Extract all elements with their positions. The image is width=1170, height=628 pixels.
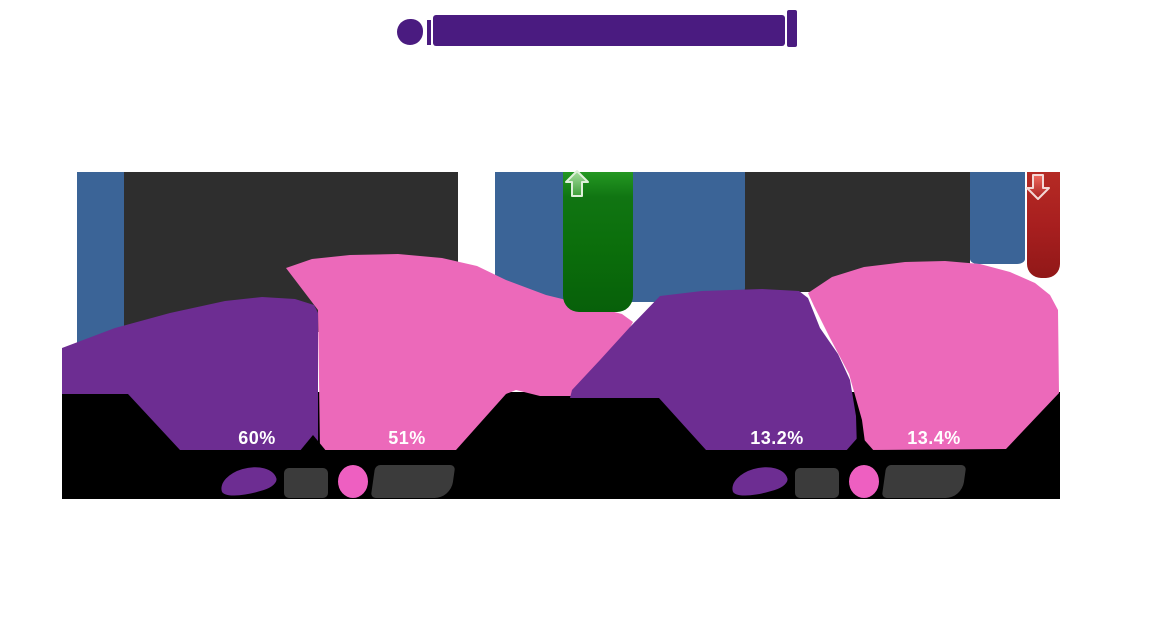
right-blue-bar: [970, 172, 1025, 264]
legend-pink-marker: [849, 465, 879, 498]
right-pink-gauge-shape: [808, 261, 1059, 450]
left-purple-gauge-shape: [62, 297, 318, 450]
trend-up-arrow-icon: [565, 170, 589, 197]
legend-text-block: [795, 468, 839, 498]
right-gauge1-value: 13.2%: [750, 428, 804, 448]
left-pink-gauge-shape: [286, 254, 633, 450]
right-purple-gauge-shape: [570, 289, 857, 450]
right-gauge-notch: [845, 435, 875, 452]
legend-text-block: [370, 465, 456, 498]
legend-text-block: [284, 468, 328, 498]
left-gauge1-value: 60%: [238, 428, 276, 448]
legend-pink-marker: [338, 465, 368, 498]
left-gauge-notch: [299, 435, 327, 452]
title-glyph-block: [433, 15, 785, 46]
right-gauge2-value: 13.4%: [907, 428, 961, 448]
page-title: [0, 0, 1170, 60]
left-gauge2-value: 51%: [388, 428, 426, 448]
title-glyph-block: [397, 19, 423, 45]
legend-text-block: [881, 465, 967, 498]
title-glyph-block: [787, 10, 797, 47]
left-blue-bar: [77, 172, 124, 343]
trend-down-arrow-icon: [1026, 174, 1050, 200]
title-glyph-block: [427, 20, 431, 45]
